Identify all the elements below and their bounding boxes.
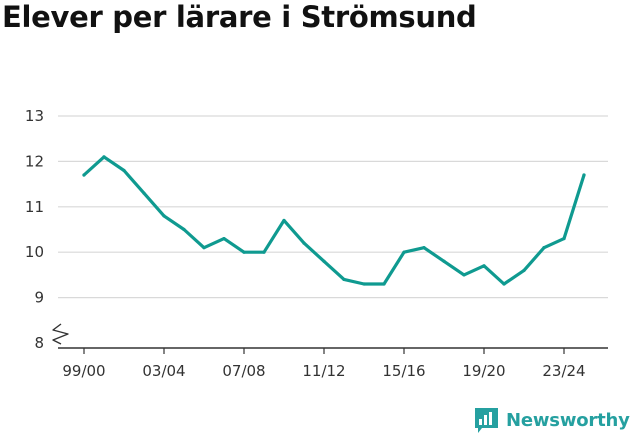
data-point: [342, 277, 346, 282]
y-tick-label: 12: [25, 152, 44, 170]
data-point: [242, 250, 246, 254]
data-point: [302, 241, 306, 245]
data-point: [442, 259, 446, 263]
newsworthy-chart-icon: [475, 408, 498, 433]
y-tick-label: 13: [25, 107, 44, 125]
y-tick-label: 10: [25, 243, 44, 261]
data-point: [482, 264, 486, 268]
x-tick-label: 23/24: [542, 362, 585, 380]
series-line-group: [82, 155, 586, 286]
data-point: [502, 282, 506, 286]
data-point: [422, 246, 426, 250]
data-point: [402, 250, 406, 254]
y-axis-break-icon: [52, 323, 69, 345]
data-point: [102, 155, 106, 159]
data-point: [122, 168, 126, 173]
x-tick-label: 07/08: [222, 362, 265, 380]
data-point: [262, 250, 266, 254]
data-point: [322, 259, 326, 263]
data-point: [382, 282, 386, 286]
data-point: [282, 218, 286, 223]
data-point: [362, 282, 366, 286]
gridlines: [58, 115, 608, 299]
x-tick-label: 03/04: [142, 362, 185, 380]
chart-title: Elever per lärare i Strömsund: [2, 0, 477, 34]
data-point: [542, 246, 546, 250]
x-tick-label: 19/20: [462, 362, 505, 380]
data-point: [82, 173, 86, 177]
newsworthy-brand: Newsworthy: [475, 408, 630, 433]
data-point: [142, 191, 146, 195]
series-line: [82, 155, 586, 286]
x-axis-ticks: 99/00 03/04 07/08 11/12 15/16 19/20 23/24: [62, 348, 586, 380]
data-point: [522, 268, 526, 272]
data-point: [582, 173, 586, 177]
data-point: [562, 236, 566, 241]
data-point: [182, 227, 186, 232]
x-tick-label: 15/16: [382, 362, 425, 380]
brand-name: Newsworthy: [506, 410, 630, 431]
data-point: [222, 236, 226, 241]
data-point: [202, 246, 206, 250]
x-tick-label: 11/12: [302, 362, 345, 380]
y-tick-label: 8: [34, 334, 44, 352]
data-point: [162, 214, 166, 218]
y-tick-label: 11: [25, 198, 44, 216]
data-point: [462, 273, 466, 277]
y-tick-label: 9: [34, 289, 44, 307]
x-tick-label: 99/00: [62, 362, 105, 380]
x-axis: [52, 323, 608, 349]
y-axis-ticks: 8 9 10 11 12 13: [25, 107, 44, 352]
